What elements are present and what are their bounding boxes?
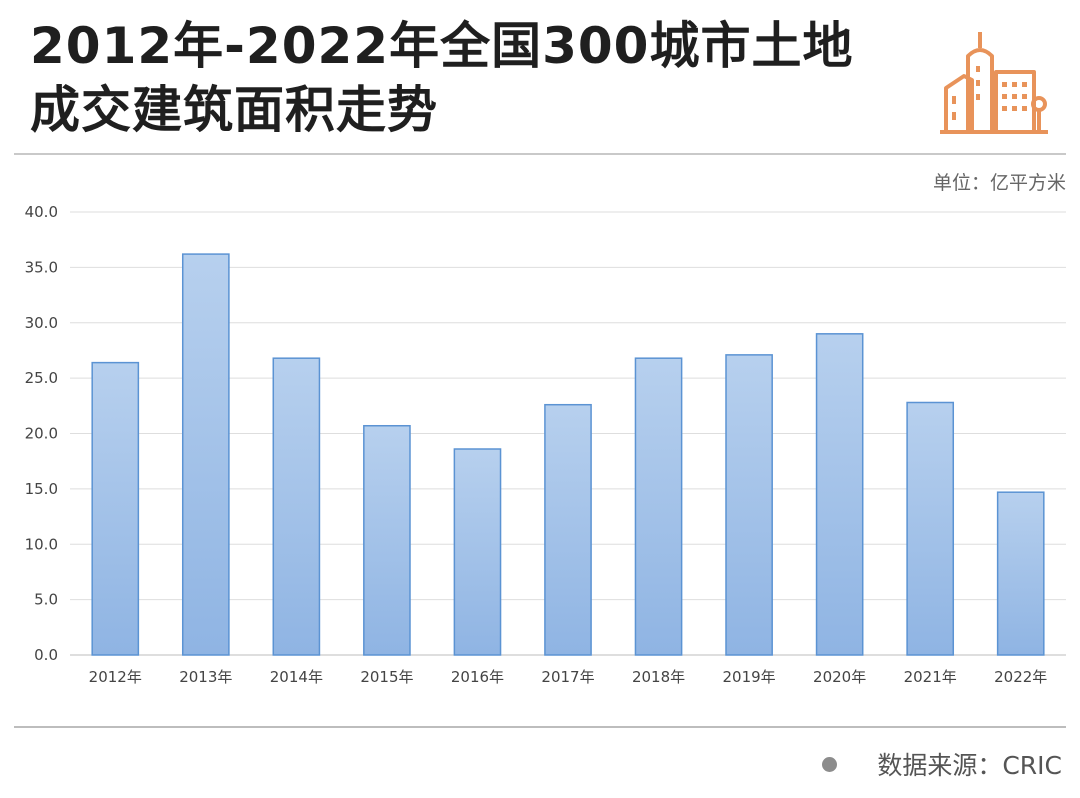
bar: [272, 357, 321, 656]
unit-label: 单位：亿平方米: [932, 172, 1066, 194]
building-icon: [940, 32, 1048, 134]
y-tick-label: 35.0: [25, 258, 58, 276]
bar: [363, 424, 411, 656]
x-tick-label: 2022年: [994, 668, 1047, 686]
bar: [996, 491, 1045, 656]
x-tick-label: 2018年: [632, 668, 685, 686]
bar: [906, 401, 955, 656]
x-tick-label: 2012年: [89, 668, 142, 686]
bar: [544, 403, 592, 656]
bullet-dot: [822, 756, 838, 772]
x-tick-label: 2013年: [179, 668, 232, 686]
y-tick-label: 25.0: [25, 369, 58, 387]
x-tick-label: 2019年: [722, 668, 775, 686]
y-tick-label: 30.0: [25, 314, 58, 332]
x-tick-label: 2016年: [451, 668, 504, 686]
bar: [815, 333, 864, 656]
bar: [181, 253, 230, 656]
x-tick-label: 2015年: [360, 668, 413, 686]
bar: [725, 354, 773, 656]
y-tick-label: 15.0: [25, 480, 58, 498]
footer-divider: [14, 726, 1066, 728]
x-tick-label: 2017年: [541, 668, 594, 686]
y-tick-label: 20.0: [25, 425, 58, 443]
y-tick-label: 0.0: [34, 646, 58, 664]
source-note: 数据来源：CRIC: [822, 746, 1062, 782]
bar: [634, 357, 683, 656]
source-label: 数据来源：CRIC: [877, 751, 1062, 780]
y-tick-label: 10.0: [25, 535, 58, 553]
x-tick-label: 2014年: [270, 668, 323, 686]
y-tick-label: 40.0: [25, 203, 58, 221]
x-tick-label: 2020年: [813, 668, 866, 686]
bar-chart: 0.0 5.0 10.0 15.0 20.0 25.0 30.0 35.0 40.0 2012年 2…: [25, 203, 1066, 686]
bar: [91, 361, 140, 656]
page-title: 2012年-2022年全国300城市土地成交建筑面积走势: [30, 17, 854, 139]
y-tick-label: 5.0: [34, 591, 58, 609]
x-tick-label: 2021年: [904, 668, 957, 686]
bar: [453, 448, 502, 656]
title-divider: [14, 153, 1066, 155]
